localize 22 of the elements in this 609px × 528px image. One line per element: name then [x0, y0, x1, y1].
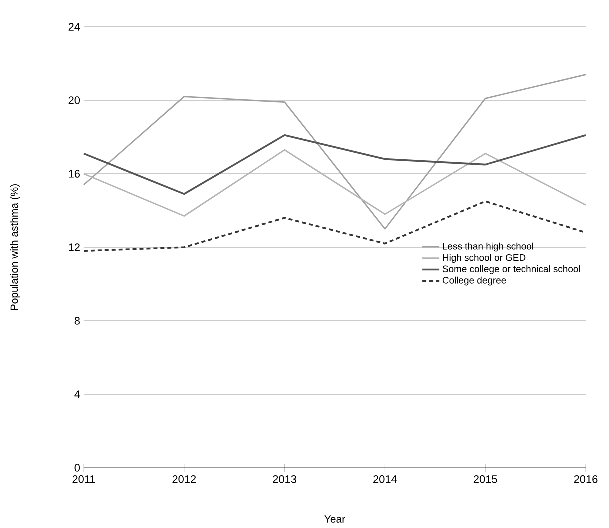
x-tick-label: 2014: [374, 476, 398, 484]
y-tick-label: 8: [74, 317, 80, 325]
y-axis-title: Population with asthma (%): [10, 184, 20, 310]
line-series: [83, 149, 587, 217]
y-tick-label: 20: [68, 96, 80, 104]
x-tick-label: 2013: [273, 476, 296, 484]
line-series: [83, 74, 587, 230]
y-tick-label: 12: [69, 244, 80, 252]
y-tick-label: 0: [74, 464, 80, 472]
x-tick-label: 2016: [574, 476, 598, 484]
y-tick-label: 24: [68, 23, 80, 31]
x-tick-label: 2012: [172, 476, 196, 484]
y-tick-label: 4: [74, 390, 80, 398]
x-tick-label: 2011: [72, 476, 96, 484]
y-tick-label: 16: [69, 170, 80, 178]
line-series: [83, 134, 587, 196]
legend-label: Some college or technical school: [442, 266, 580, 274]
legend-label: High school or GED: [443, 254, 526, 264]
x-tick-label: 2015: [474, 476, 498, 484]
x-axis-title: Year: [324, 516, 346, 523]
legend-label: College degree: [442, 276, 506, 286]
legend-label: Less than high school: [443, 242, 534, 252]
